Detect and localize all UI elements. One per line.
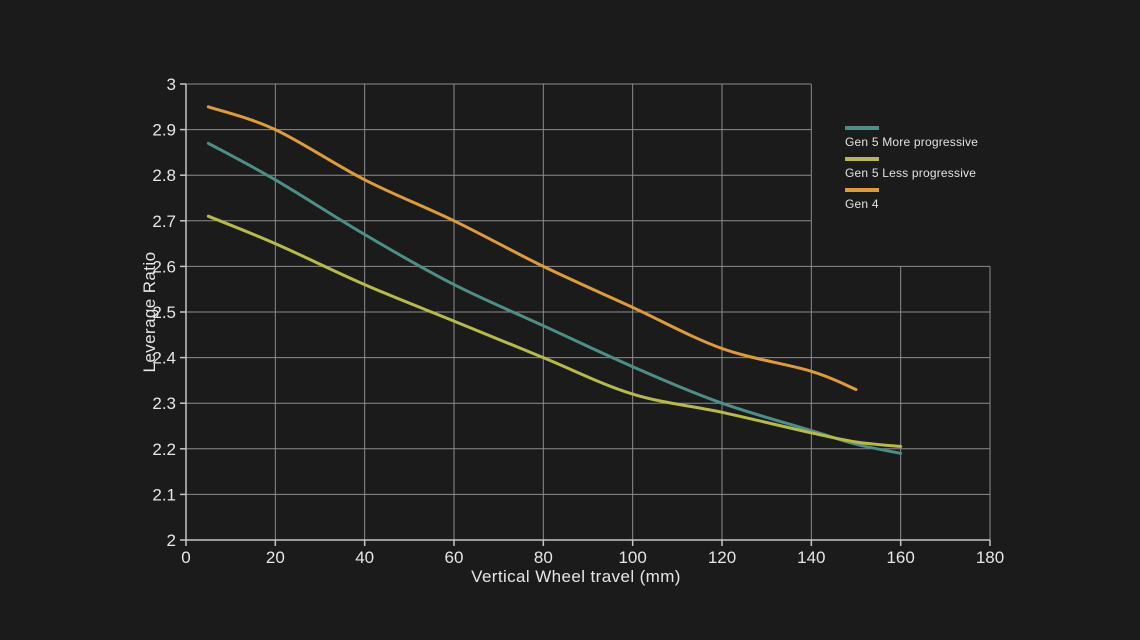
x-tick-label: 180 bbox=[976, 548, 1004, 567]
legend-item-gen-5-more-progressive: Gen 5 More progressive bbox=[845, 126, 978, 149]
x-tick-label: 0 bbox=[181, 548, 190, 567]
y-axis-title: Leverage Ratio bbox=[140, 251, 159, 373]
series-line-gen-5-more-progressive bbox=[206, 141, 903, 455]
x-tick-label: 40 bbox=[355, 548, 374, 567]
y-tick-label: 2.6 bbox=[152, 257, 176, 276]
y-tick-label: 2.2 bbox=[152, 440, 176, 459]
y-tick-label: 2.8 bbox=[152, 166, 176, 185]
y-tick-label: 2.9 bbox=[152, 121, 176, 140]
x-tick-label: 100 bbox=[618, 548, 646, 567]
y-tick-label: 2 bbox=[167, 531, 176, 550]
y-tick-label: 2.4 bbox=[152, 349, 176, 368]
y-tick-label: 3 bbox=[167, 75, 176, 94]
x-axis-title: Vertical Wheel travel (mm) bbox=[471, 567, 681, 586]
legend-swatch bbox=[845, 126, 879, 130]
legend-label: Gen 5 Less progressive bbox=[845, 166, 977, 180]
series-line-gen-5-less-progressive bbox=[206, 214, 903, 448]
x-tick-label: 60 bbox=[445, 548, 464, 567]
y-tick-label: 2.3 bbox=[152, 394, 176, 413]
legend-item-gen-4: Gen 4 bbox=[845, 188, 978, 211]
legend-label: Gen 5 More progressive bbox=[845, 135, 979, 149]
x-tick-label: 20 bbox=[266, 548, 285, 567]
x-tick-label: 160 bbox=[886, 548, 914, 567]
legend: Gen 5 More progressive Gen 5 Less progres… bbox=[845, 126, 978, 219]
legend-swatch bbox=[845, 188, 879, 192]
x-tick-label: 140 bbox=[797, 548, 825, 567]
legend-item-gen-5-less-progressive: Gen 5 Less progressive bbox=[845, 157, 978, 180]
y-tick-label: 2.7 bbox=[152, 212, 176, 231]
x-tick-label: 120 bbox=[708, 548, 736, 567]
legend-swatch bbox=[845, 157, 879, 161]
legend-label: Gen 4 bbox=[845, 197, 879, 211]
series-line-gen-4 bbox=[206, 105, 858, 391]
x-tick-label: 80 bbox=[534, 548, 553, 567]
y-tick-label: 2.5 bbox=[152, 303, 176, 322]
y-tick-label: 2.1 bbox=[152, 485, 176, 504]
